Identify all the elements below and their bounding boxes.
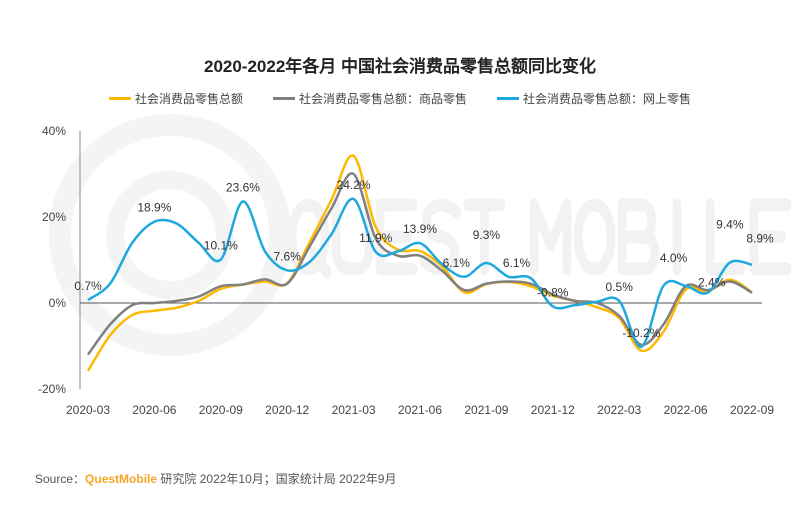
legend-swatch [272, 97, 295, 100]
legend-swatch [108, 97, 131, 100]
data-label: 0.7% [74, 279, 102, 293]
watermark [287, 198, 792, 279]
x-tick-label: 2021-03 [332, 403, 376, 417]
data-label: 2.4% [698, 276, 726, 290]
legend-item-goods: 社会消费品零售总额：商品零售 [272, 90, 467, 107]
watermark-logo-inner [106, 171, 234, 299]
watermark-letter [573, 198, 616, 276]
data-label: 10.1% [204, 239, 238, 253]
y-tick-label: -20% [38, 382, 66, 396]
data-label: 4.0% [660, 251, 688, 265]
data-label: 7.6% [274, 249, 302, 263]
data-label: 23.6% [226, 181, 260, 195]
y-tick-label: 20% [42, 210, 66, 224]
watermark-letter [375, 198, 418, 276]
legend-label: 社会消费品零售总额：网上零售 [523, 92, 692, 106]
watermark-letter [749, 198, 792, 276]
x-tick-label: 2020-12 [265, 403, 309, 417]
x-tick-label: 2022-06 [664, 403, 708, 417]
data-label: -10.2% [622, 326, 660, 340]
x-tick-label: 2020-06 [132, 403, 176, 417]
data-label: 6.1% [443, 256, 471, 270]
data-label: 24.2% [337, 178, 371, 192]
chart-title: 2020-2022年各月 中国社会消费品零售总额同比变化 [203, 57, 597, 76]
x-tick-label: 2021-12 [531, 403, 575, 417]
watermark-logo-ring [49, 114, 291, 356]
data-label: 9.3% [473, 228, 501, 242]
data-label: 0.5% [606, 280, 634, 294]
source-text: 研究院 2022年10月；国家统计局 2022年9月 [157, 472, 397, 486]
x-tick-label: 2022-09 [730, 403, 774, 417]
data-label: 18.9% [137, 201, 171, 215]
y-tick-label: 40% [42, 124, 66, 138]
data-label: 11.9% [359, 231, 392, 245]
legend-label: 社会消费品零售总额：商品零售 [298, 92, 467, 106]
y-tick-label: 0% [49, 296, 67, 310]
x-tick-label: 2022-03 [597, 403, 641, 417]
source-note: Source：QuestMobile 研究院 2022年10月；国家统计局 20… [35, 470, 396, 487]
legend: 社会消费品零售总额 社会消费品零售总额：商品零售 社会消费品零售总额：网上零售 [0, 90, 800, 107]
x-tick-label: 2021-06 [398, 403, 442, 417]
data-label: 13.9% [403, 222, 437, 236]
source-brand: QuestMobile [85, 472, 158, 486]
data-label: 6.1% [503, 256, 531, 270]
legend-label: 社会消费品零售总额 [134, 92, 243, 106]
source-prefix: Source： [35, 472, 86, 486]
x-tick-label: 2020-09 [199, 403, 243, 417]
data-label: 8.9% [746, 232, 774, 246]
watermark-letter [463, 198, 506, 276]
watermark-letter [331, 198, 374, 276]
legend-item-online: 社会消费品零售总额：网上零售 [497, 90, 691, 107]
legend-swatch [497, 97, 519, 100]
watermark-letter [617, 198, 660, 276]
data-label: -0.8% [537, 285, 569, 299]
x-tick-label: 2020-03 [66, 403, 110, 417]
watermark-letter [529, 198, 572, 276]
data-label: 9.4% [716, 218, 744, 232]
legend-item-total: 社会消费品零售总额 [108, 90, 243, 107]
watermark-letter [705, 198, 746, 276]
x-tick-label: 2021-09 [464, 403, 508, 417]
